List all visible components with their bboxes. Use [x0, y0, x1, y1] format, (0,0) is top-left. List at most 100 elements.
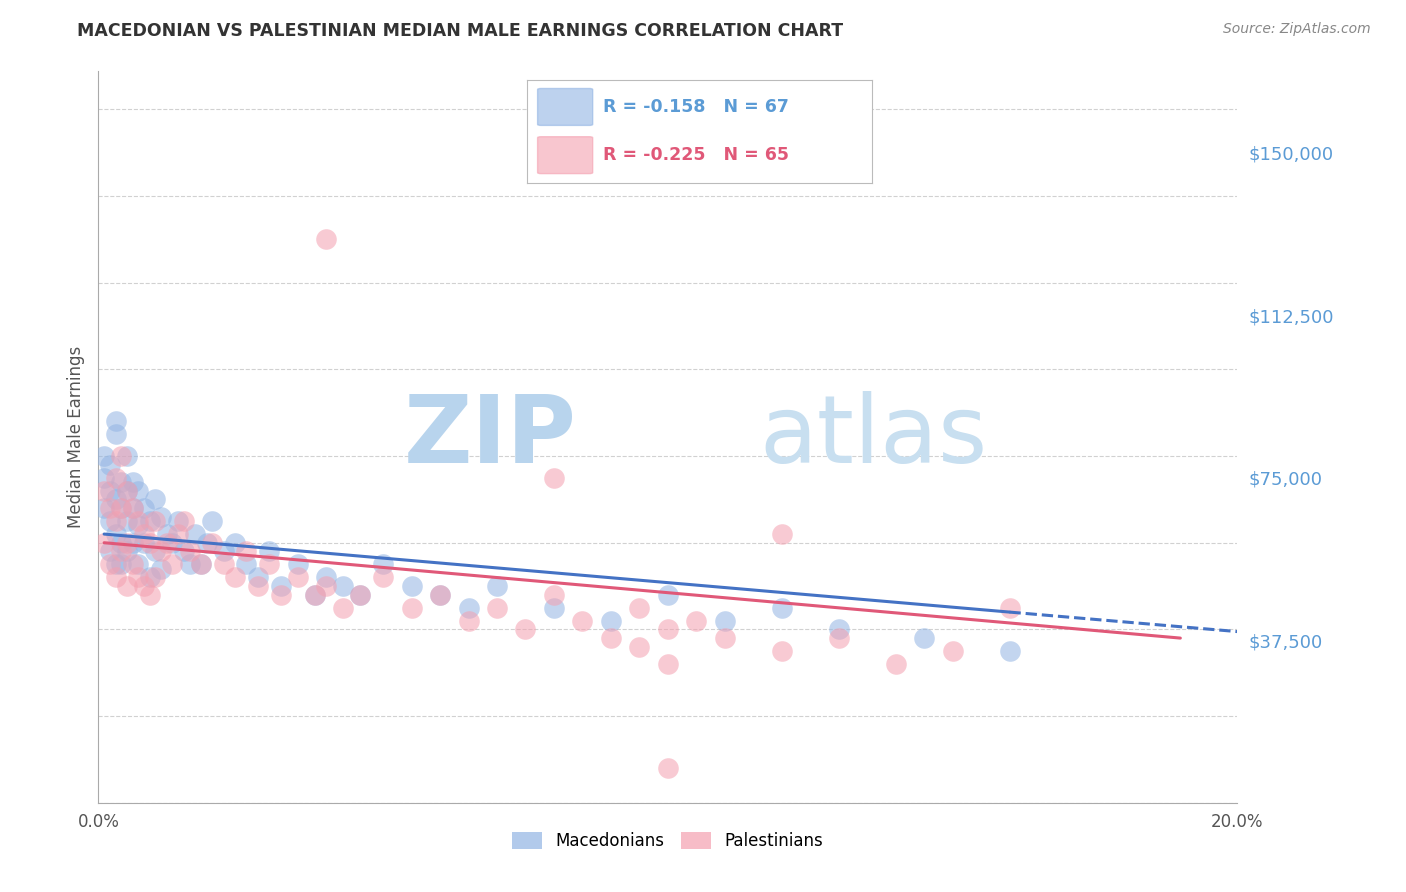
Point	[457, 614, 479, 628]
Point	[770, 644, 793, 658]
Point	[115, 483, 138, 498]
Point	[162, 535, 184, 549]
Point	[332, 579, 354, 593]
Point	[942, 644, 965, 658]
Point	[150, 509, 173, 524]
Point	[179, 558, 201, 572]
Point	[104, 570, 127, 584]
Point	[98, 483, 121, 498]
Point	[132, 501, 155, 516]
Point	[145, 544, 167, 558]
Point	[110, 558, 132, 572]
Point	[110, 544, 132, 558]
Point	[98, 544, 121, 558]
Point	[156, 535, 179, 549]
Point	[201, 514, 224, 528]
Point	[121, 501, 143, 516]
Point	[212, 558, 235, 572]
Point	[167, 514, 190, 528]
Point	[315, 570, 337, 584]
Point	[150, 562, 173, 576]
Point	[287, 558, 309, 572]
Point	[121, 501, 143, 516]
Point	[127, 570, 149, 584]
Text: R = -0.225   N = 65: R = -0.225 N = 65	[603, 146, 789, 164]
Point	[104, 427, 127, 442]
Point	[121, 535, 143, 549]
Point	[110, 501, 132, 516]
Point	[104, 492, 127, 507]
Point	[401, 600, 423, 615]
Point	[828, 623, 851, 637]
Point	[145, 492, 167, 507]
Point	[657, 761, 679, 775]
Point	[121, 558, 143, 572]
Point	[110, 449, 132, 463]
Point	[373, 558, 395, 572]
Point	[93, 501, 115, 516]
Point	[104, 514, 127, 528]
Point	[457, 600, 479, 615]
Legend: Macedonians, Palestinians: Macedonians, Palestinians	[506, 825, 830, 856]
Point	[110, 475, 132, 489]
Point	[138, 535, 160, 549]
Point	[93, 449, 115, 463]
Point	[190, 558, 212, 572]
Point	[156, 527, 179, 541]
Point	[770, 600, 793, 615]
Point	[998, 644, 1021, 658]
Point	[628, 600, 651, 615]
Point	[138, 588, 160, 602]
Point	[104, 558, 127, 572]
Point	[287, 570, 309, 584]
Point	[121, 475, 143, 489]
Point	[138, 514, 160, 528]
Point	[115, 514, 138, 528]
Point	[201, 535, 224, 549]
FancyBboxPatch shape	[537, 136, 593, 174]
Point	[127, 558, 149, 572]
Point	[179, 544, 201, 558]
Text: R = -0.158   N = 67: R = -0.158 N = 67	[603, 98, 789, 116]
Point	[224, 570, 246, 584]
Point	[543, 600, 565, 615]
Point	[657, 588, 679, 602]
Text: MACEDONIAN VS PALESTINIAN MEDIAN MALE EARNINGS CORRELATION CHART: MACEDONIAN VS PALESTINIAN MEDIAN MALE EA…	[77, 22, 844, 40]
Point	[246, 579, 269, 593]
Point	[259, 544, 281, 558]
Point	[714, 631, 737, 645]
Point	[304, 588, 326, 602]
Point	[132, 579, 155, 593]
Point	[657, 623, 679, 637]
Point	[115, 449, 138, 463]
Point	[138, 570, 160, 584]
Point	[132, 527, 155, 541]
Point	[132, 535, 155, 549]
Point	[429, 588, 451, 602]
Point	[246, 570, 269, 584]
Point	[115, 579, 138, 593]
Point	[98, 558, 121, 572]
Point	[600, 614, 623, 628]
Point	[235, 544, 257, 558]
Point	[184, 527, 207, 541]
Point	[543, 471, 565, 485]
Point	[190, 558, 212, 572]
Point	[98, 514, 121, 528]
Point	[224, 535, 246, 549]
Point	[315, 579, 337, 593]
Point	[714, 614, 737, 628]
Point	[315, 232, 337, 246]
Point	[349, 588, 371, 602]
Point	[98, 458, 121, 472]
Point	[162, 558, 184, 572]
Point	[212, 544, 235, 558]
Point	[127, 483, 149, 498]
Point	[145, 570, 167, 584]
Point	[270, 579, 292, 593]
Point	[145, 514, 167, 528]
Point	[93, 483, 115, 498]
Point	[93, 471, 115, 485]
Point	[884, 657, 907, 672]
Text: Source: ZipAtlas.com: Source: ZipAtlas.com	[1223, 22, 1371, 37]
